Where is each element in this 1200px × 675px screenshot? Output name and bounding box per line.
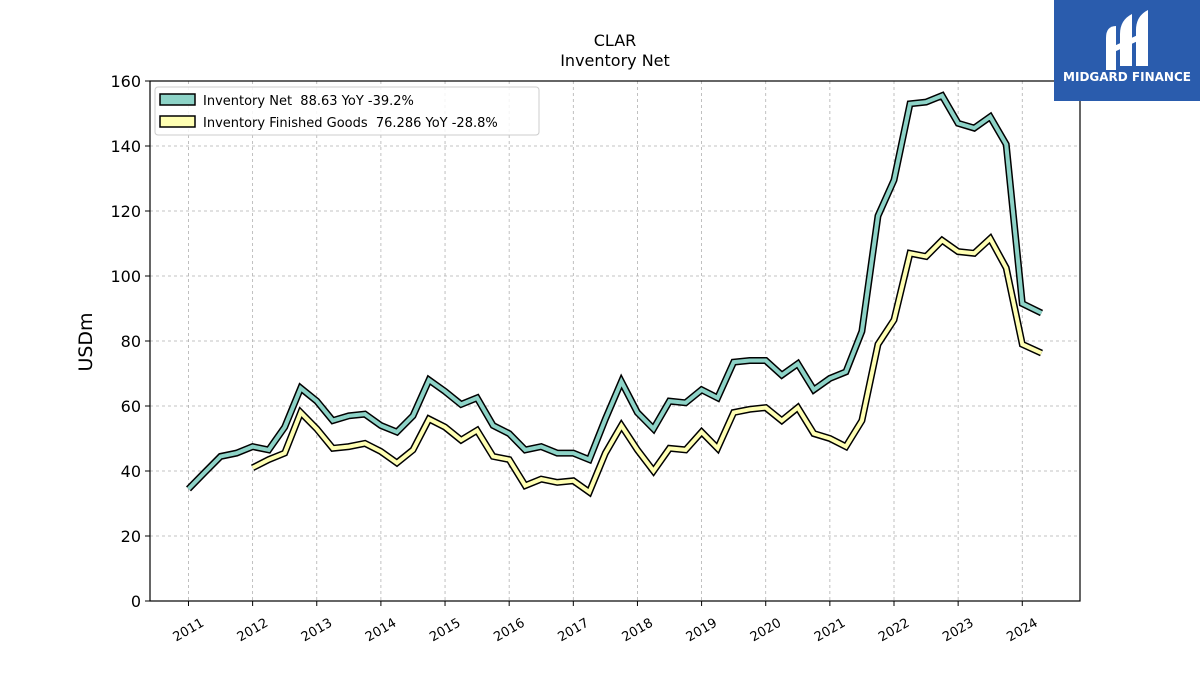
series-line-outline bbox=[251, 232, 1043, 498]
series-1 bbox=[251, 232, 1043, 498]
y-tick-label: 100 bbox=[110, 267, 141, 286]
y-tick-label: 60 bbox=[121, 397, 141, 416]
x-tick-label: 2019 bbox=[684, 616, 720, 646]
y-axis-label: USDm bbox=[75, 312, 97, 371]
series-layer bbox=[186, 91, 1044, 498]
legend-label-inventory-net: Inventory Net 88.63 YoY -39.2% bbox=[203, 94, 414, 109]
legend: Inventory Net 88.63 YoY -39.2% Inventory… bbox=[154, 86, 540, 136]
chart-title: CLAR bbox=[593, 31, 637, 50]
x-tick-label: 2024 bbox=[1004, 616, 1040, 646]
x-tick-label: 2020 bbox=[748, 616, 784, 646]
chart-subtitle: Inventory Net bbox=[560, 51, 670, 70]
x-tick-label: 2016 bbox=[491, 616, 527, 646]
x-tick-label: 2015 bbox=[427, 616, 463, 646]
y-tick-label: 160 bbox=[110, 72, 141, 91]
series-line bbox=[187, 93, 1043, 491]
legend-swatch-inventory-finished-goods bbox=[159, 115, 196, 128]
grid bbox=[150, 80, 1080, 602]
x-tick-label: 2011 bbox=[171, 616, 207, 646]
x-tick-label: 2023 bbox=[940, 616, 976, 646]
y-tick-label: 80 bbox=[121, 332, 141, 351]
legend-box bbox=[154, 86, 540, 136]
x-tick-label: 2012 bbox=[235, 616, 271, 646]
y-tick-label: 0 bbox=[131, 592, 141, 611]
series-line bbox=[251, 235, 1043, 496]
x-tick-label: 2014 bbox=[363, 616, 399, 646]
x-tick-label: 2013 bbox=[299, 616, 335, 646]
y-tick-label: 120 bbox=[110, 202, 141, 221]
midgard-finance-logo: MIDGARD FINANCE bbox=[1054, 0, 1200, 101]
legend-label-inventory-finished-goods: Inventory Finished Goods 76.286 YoY -28.… bbox=[203, 116, 498, 131]
y-tick-label: 40 bbox=[121, 462, 141, 481]
y-tick-label: 20 bbox=[121, 527, 141, 546]
y-axis: 0 20 40 60 80 100 120 140 160 bbox=[110, 72, 150, 611]
x-tick-label: 2021 bbox=[812, 616, 848, 646]
x-tick-label: 2017 bbox=[555, 616, 591, 646]
svg-text:MIDGARD FINANCE: MIDGARD FINANCE bbox=[1063, 70, 1191, 84]
x-tick-label: 2022 bbox=[876, 616, 912, 646]
x-tick-label: 2018 bbox=[620, 616, 656, 646]
x-axis: 2011 2012 2013 2014 2015 2016 2017 2018 2019 2020… bbox=[171, 601, 1041, 645]
series-0 bbox=[186, 91, 1044, 492]
legend-swatch-inventory-net bbox=[159, 93, 196, 106]
y-tick-label: 140 bbox=[110, 137, 141, 156]
